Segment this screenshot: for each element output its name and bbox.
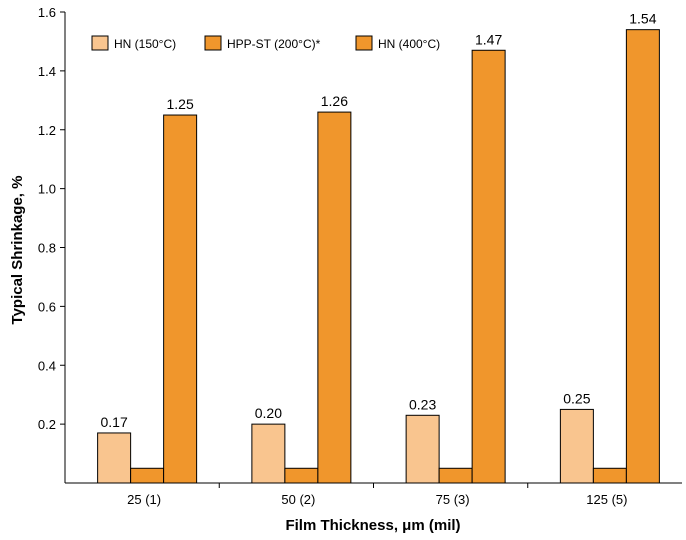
bar: [405, 414, 440, 484]
y-tick-label: 1.0: [38, 182, 56, 197]
bar: [284, 467, 319, 484]
data-label: 1.47: [475, 31, 502, 47]
x-axis-title: Film Thickness, μm (mil): [285, 517, 460, 534]
data-label: 0.25: [563, 390, 590, 406]
bar: [317, 111, 352, 484]
axes-group: 0.2 0.4 0.6 0.8 1.0 1.2 1.4 1.6 25 (1) 50 (2) 75 (…: [38, 5, 682, 507]
data-label: 0.23: [409, 396, 436, 412]
y-tick-label: 0.2: [38, 417, 56, 432]
data-label: 0.17: [101, 414, 128, 430]
bars-group: 0.17 1.25 0.20 1.26 0.23 1.47 0.25 1.54: [97, 11, 660, 484]
y-axis-title: Typical Shrinkage, %: [9, 176, 26, 325]
legend: HN (150°C) HPP-ST (200°C)* HN (400°C): [91, 35, 440, 51]
legend-swatch: [204, 35, 222, 51]
data-label: 1.54: [629, 11, 656, 27]
data-label: 0.20: [255, 405, 282, 421]
legend-swatch: [91, 35, 109, 51]
bar: [130, 467, 165, 484]
data-label: 1.26: [321, 93, 348, 109]
y-tick-label: 1.4: [38, 64, 56, 79]
legend-label: HN (400°C): [378, 37, 440, 51]
bar: [438, 467, 473, 484]
x-tick-label: 50 (2): [281, 492, 315, 507]
bar: [97, 432, 132, 484]
x-tick-label: 75 (3): [436, 492, 470, 507]
legend-label: HN (150°C): [114, 37, 176, 51]
bar: [163, 114, 198, 484]
bar: [592, 467, 627, 484]
legend-swatch: [355, 35, 373, 51]
bar: [625, 29, 660, 484]
y-tick-label: 0.8: [38, 241, 56, 256]
y-tick-label: 1.6: [38, 5, 56, 20]
data-label: 1.25: [167, 96, 194, 112]
x-tick-label: 25 (1): [127, 492, 161, 507]
y-tick-label: 0.4: [38, 358, 56, 373]
y-tick-label: 1.2: [38, 123, 56, 138]
y-tick-label: 0.6: [38, 299, 56, 314]
bar: [251, 423, 286, 484]
bar: [471, 49, 506, 484]
legend-label: HPP-ST (200°C)*: [227, 37, 321, 51]
x-tick-label: 125 (5): [586, 492, 627, 507]
bar: [559, 408, 594, 484]
